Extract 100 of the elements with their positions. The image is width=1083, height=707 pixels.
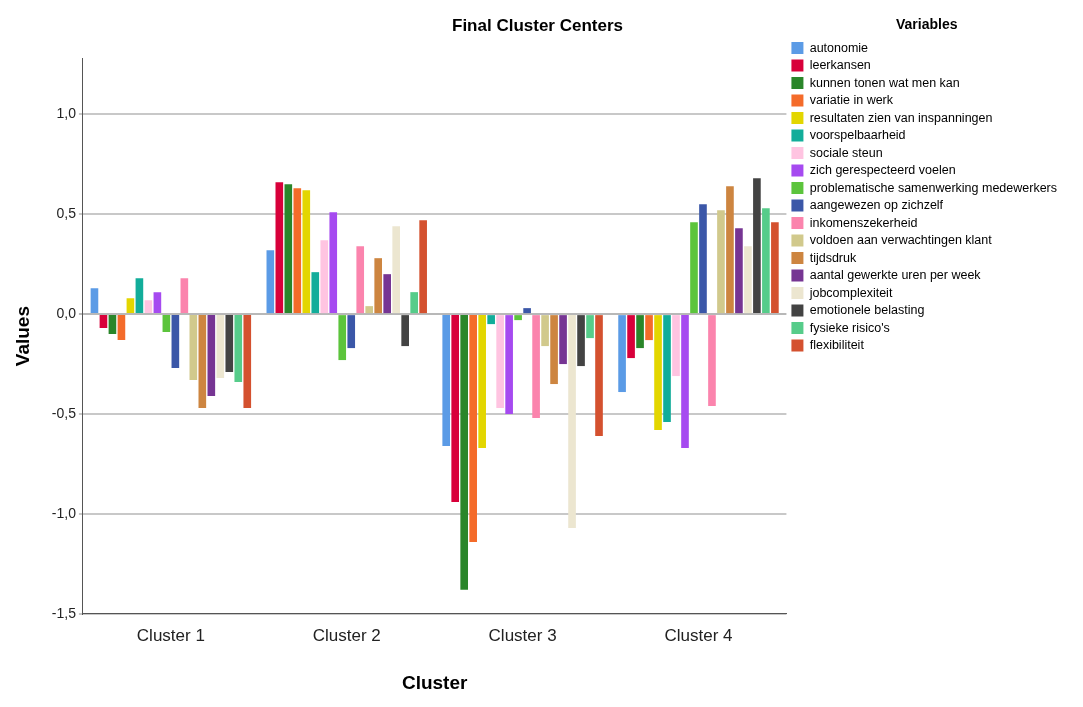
legend-label: aantal gewerkte uren per week: [809, 268, 982, 282]
bar: [419, 220, 427, 314]
bar: [243, 315, 252, 409]
x-tick-label: Cluster 1: [136, 625, 205, 645]
legend-label: emotionele belasting: [809, 303, 925, 317]
bar: [108, 315, 117, 335]
legend-label: variatie in werk: [809, 93, 894, 107]
bar: [153, 292, 162, 314]
bar: [144, 300, 153, 314]
bar: [266, 250, 275, 314]
chart-title: Final Cluster Centers: [452, 15, 623, 35]
y-tick-label: 0,0: [56, 304, 77, 321]
legend-label: zich gerespecteerd voelen: [809, 163, 956, 177]
bar: [171, 315, 180, 369]
bar: [126, 298, 135, 314]
bar: [726, 186, 734, 314]
bar: [410, 292, 418, 314]
bar: [392, 226, 400, 314]
y-tick-label: -1,0: [51, 504, 77, 521]
bar: [469, 315, 477, 542]
bar: [320, 240, 329, 314]
bar: [356, 246, 365, 314]
bar: [99, 315, 108, 329]
legend-label: aangewezen op zichzelf: [809, 198, 944, 212]
bar: [198, 315, 207, 409]
legend-label: voorspelbaarheid: [809, 128, 906, 142]
y-axis-title: Values: [11, 305, 33, 367]
legend-label: voldoen aan verwachtingen klant: [809, 233, 993, 247]
bar: [311, 272, 320, 314]
bar: [189, 315, 198, 381]
bar: [451, 315, 460, 502]
bar: [771, 222, 779, 314]
legend-label: jobcomplexiteit: [808, 285, 893, 300]
bar: [523, 308, 531, 314]
bar: [654, 315, 662, 430]
bar: [681, 315, 689, 448]
bar: [162, 315, 171, 333]
bar: [293, 188, 302, 314]
bar: [180, 278, 189, 314]
legend-label: fysieke risico's: [809, 320, 890, 335]
bar: [636, 315, 644, 349]
bar: [663, 315, 671, 423]
bar: [550, 315, 558, 385]
bar: [135, 278, 144, 314]
bar: [117, 315, 126, 341]
legend-label: leerkansen: [809, 58, 871, 72]
bar: [284, 184, 293, 314]
bar: [717, 210, 725, 314]
bar: [672, 315, 680, 377]
legend-label: problematische samenwerking medewerkers: [809, 180, 1057, 195]
bar: [514, 315, 522, 321]
bar: [275, 182, 284, 314]
legend-label: flexibiliteit: [809, 338, 865, 352]
legend-label: kunnen tonen wat men kan: [809, 75, 960, 90]
bar: [532, 315, 540, 419]
bar: [586, 315, 594, 339]
bar: [207, 315, 216, 397]
y-tick-label: -1,5: [51, 604, 77, 621]
bar: [234, 315, 243, 383]
bar: [505, 315, 513, 415]
bar: [478, 315, 486, 448]
x-tick-label: Cluster 3: [488, 625, 557, 645]
legend-label: resultaten zien van inspanningen: [809, 110, 993, 125]
legend-label: sociale steun: [809, 145, 883, 160]
legend-label: tijdsdruk: [809, 250, 857, 265]
x-axis-title: Cluster: [401, 671, 469, 693]
bar: [559, 315, 567, 365]
bar: [645, 315, 653, 341]
bar: [496, 315, 504, 409]
bar: [627, 315, 635, 359]
bar: [374, 258, 383, 314]
legend-title: Variables: [895, 15, 958, 32]
bar: [216, 315, 225, 379]
bar: [401, 315, 409, 347]
bar: [338, 315, 347, 361]
y-tick-label: -0,5: [51, 404, 77, 421]
bar: [735, 228, 743, 314]
bar: [744, 246, 752, 314]
bar: [487, 315, 495, 325]
bar: [595, 315, 603, 436]
y-tick-label: 0,5: [56, 205, 77, 222]
bar: [302, 190, 311, 314]
bar: [753, 178, 761, 314]
bar: [460, 315, 468, 590]
bar: [577, 315, 585, 367]
bar: [225, 315, 234, 373]
x-tick-label: Cluster 2: [312, 625, 381, 645]
y-tick-label: 1,0: [56, 105, 77, 122]
bar: [541, 315, 549, 347]
legend-label: inkomenszekerheid: [809, 215, 918, 230]
x-tick-label: Cluster 4: [664, 625, 733, 645]
bar: [708, 315, 716, 407]
bar: [329, 212, 338, 314]
bar: [690, 222, 698, 314]
legend-label: autonomie: [809, 40, 869, 55]
bar: [568, 315, 576, 528]
bar: [618, 315, 626, 393]
bar: [762, 208, 770, 314]
bar: [699, 204, 707, 314]
bar: [365, 306, 374, 314]
